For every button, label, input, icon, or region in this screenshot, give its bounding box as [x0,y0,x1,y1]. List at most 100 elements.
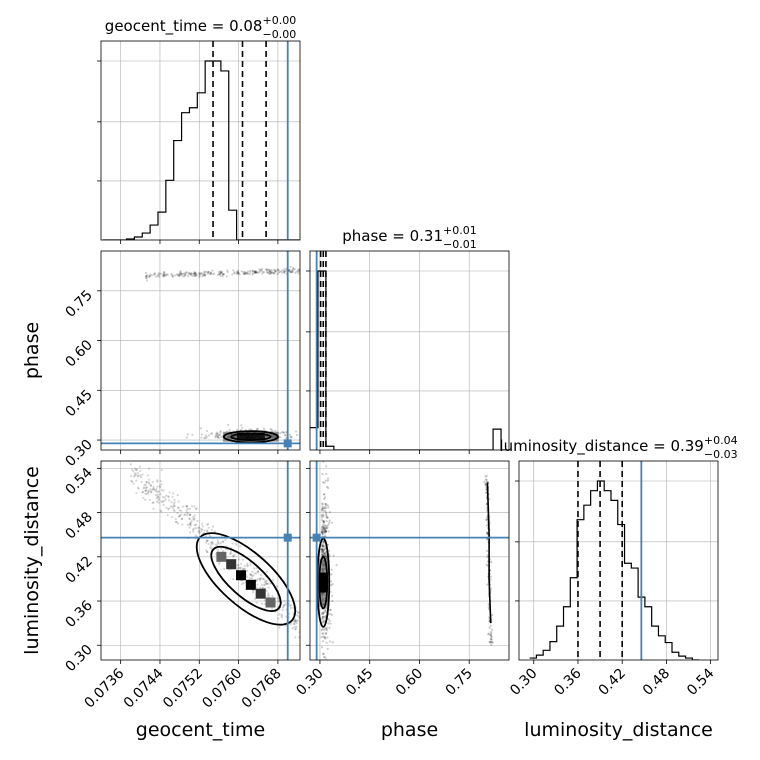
phase-distance-panel-point-111 [332,554,335,557]
geocent-distance-panel-point-398 [159,479,162,483]
phase-distance-panel-point-147 [321,505,324,508]
phase-distance-panel-secondary-ridge [486,483,492,624]
phase-distance-panel-point-212 [320,548,323,551]
phase-distance-panel-point-90 [324,534,327,537]
geocent-phase-panel-point-134 [154,272,157,275]
geocent-distance-panel-point-128 [144,492,147,496]
geocent-distance-panel-point-468 [293,625,296,629]
geocent-distance-panel-point-355 [275,584,279,588]
geocent-phase-panel-point-16 [236,272,239,275]
luminosity_distance-title: luminosity_distance = 0.39+0.04 [499,434,737,456]
geocent-phase-panel-point-165 [268,268,271,272]
geocent-phase-panel-point-354 [228,428,231,432]
geocent-distance-panel-point-144 [170,516,174,519]
geocent-distance-panel-point-374 [264,581,268,584]
geocent-phase-panel-truth-marker [283,439,292,448]
geocent-phase-panel-point-18 [204,274,207,277]
geocent-distance-panel-point-209 [177,506,180,510]
geocent_time-title-main: geocent_time = 0.08 [105,17,263,36]
geocent-distance-panel-point-273 [289,623,292,626]
geocent-distance-panel-point-243 [237,563,240,567]
geocent-phase-panel-point-60 [183,273,187,276]
geocent-phase-panel-point-185 [301,269,303,271]
geocent-phase-panel-point-225 [201,272,205,276]
phase-distance-panel-point-503 [487,602,490,605]
geocent-phase-panel-point-129 [265,270,269,274]
geocent-distance-panel-contour-0 [210,545,282,612]
phase-distance-panel-point-391 [320,518,324,522]
geocent-distance-panel-point-148 [297,611,300,614]
geocent-phase-panel-point-59 [183,272,186,275]
geocent-distance-panel-point-447 [143,484,146,487]
geocent-phase-panel-point-151 [145,275,148,278]
geocent-distance-panel-point-97 [156,496,160,499]
ylabel-phase: phase [21,322,43,379]
geocent-phase-panel-point-105 [144,271,148,275]
geocent-distance-panel-point-349 [214,543,217,546]
geocent-phase-panel-point-51 [219,270,222,273]
geocent-phase-panel-point-11 [194,274,197,278]
phase-distance-panel-density-core [319,572,328,593]
grid-layer [101,41,718,660]
geocent-distance-panel-point-484 [206,523,209,527]
geocent-phase-panel-point-187 [199,273,202,276]
geocent-distance-panel-point-401 [195,507,198,510]
phase-distance-panel-point-259 [321,473,324,476]
geocent-phase-panel-point-137 [246,272,249,275]
phase-distance-panel-point-245 [322,493,326,496]
geocent-distance-panel-point-211 [192,515,195,518]
geocent-distance-panel-point-424 [141,491,144,494]
phase-distance-panel-point-204 [324,528,327,531]
phase-distance-panel-point-176 [325,514,328,517]
phase-distance-panel-point-277 [322,527,325,531]
geocent-distance-panel-point-229 [189,531,192,534]
geocent-phase-panel-point-284 [204,434,207,437]
geocent-distance-panel-point-47 [261,586,264,590]
geocent-distance-panel-frame [100,460,301,661]
phase-distance-panel-point-576 [490,628,494,631]
geocent-distance-panel-point-466 [166,513,169,517]
geocent-phase-panel-point-384 [219,430,222,433]
geocent-phase-panel-point-104 [278,270,281,273]
geocent-distance-panel-point-129 [171,505,174,508]
geocent-distance-panel-point-318 [218,542,221,545]
geocent-phase-panel-point-156 [253,270,257,273]
geocent-distance-panel-point-457 [249,563,252,566]
geocent-distance-panel-point-345 [243,564,246,567]
geocent-distance-panel-point-32 [174,520,178,524]
geocent_time-title: geocent_time = 0.08+0.00 [105,14,296,36]
geocent-distance-panel-point-131 [189,513,192,516]
phase-distance-panel-point-116 [320,508,324,511]
geocent-phase-panel-point-70 [283,267,286,270]
phase-distance-panel-point-56 [325,516,328,519]
geocent-distance-panel-point-59 [249,573,252,577]
geocent-distance-panel-point-40 [197,526,201,529]
geocent-phase-panel-contour-1 [222,430,279,444]
geocent-phase-panel-point-109 [165,274,168,277]
geocent_time-xtick-label-0: 0.0736 [82,665,128,711]
geocent-phase-panel-point-163 [203,271,206,274]
phase-distance-panel-point-241 [325,506,328,510]
geocent-distance-panel-point-189 [147,489,151,492]
geocent-phase-panel-point-220 [283,270,286,273]
geocent-distance-panel-point-61 [155,488,158,491]
geocent-distance-panel-point-408 [201,525,204,528]
phase-distance-panel-point-182 [321,550,324,553]
geocent-distance-panel-point-101 [190,505,194,508]
geocent-phase-panel-point-274 [289,435,292,438]
geocent-phase-panel-point-15 [277,269,280,272]
phase-distance-panel-point-413 [330,568,333,571]
phase-distance-panel-point-183 [320,617,323,620]
geocent-phase-panel-point-139 [149,273,152,276]
phase-distance-panel-point-392 [325,504,328,507]
phase-distance-panel-point-60 [323,660,325,662]
geocent-distance-panel-point-124 [203,529,206,532]
geocent-distance-panel-point-332 [257,571,260,574]
geocent-phase-panel-point-63 [251,269,254,272]
geocent-phase-panel-point-243 [187,274,190,278]
geocent-phase-panel-point-96 [266,268,269,271]
geocent-distance-panel-point-312 [160,500,163,503]
geocent-phase-panel-point-180 [268,272,271,275]
geocent-distance-panel-point-499 [216,544,219,547]
phase-distance-panel-point-333 [321,531,324,534]
